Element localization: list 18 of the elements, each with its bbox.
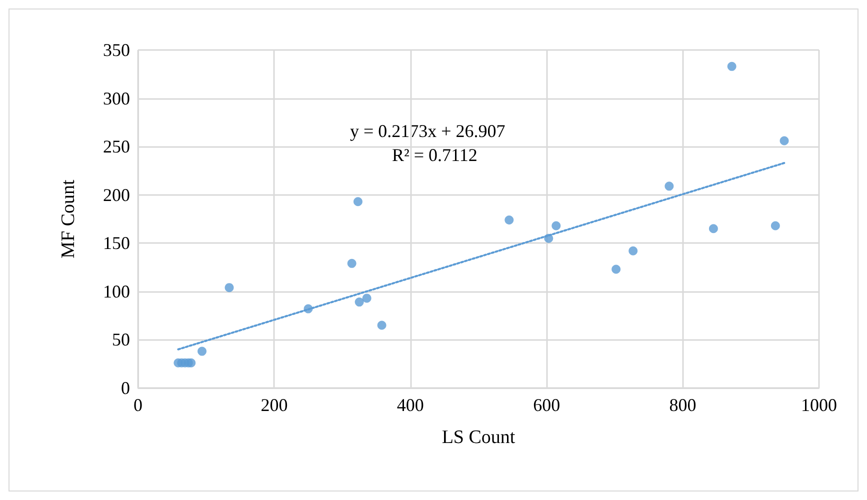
y-tick-label: 200 [103, 184, 130, 205]
y-tick-label: 350 [103, 40, 130, 60]
y-tick-label: 50 [112, 330, 130, 350]
x-tick-label: 600 [533, 395, 560, 415]
x-tick-label: 400 [396, 395, 424, 415]
x-tick-label: 200 [260, 395, 288, 415]
y-tick-label: 150 [103, 233, 130, 254]
annotation: y = 0.2173x + 26.907 [350, 121, 506, 141]
y-tick-label: 300 [103, 88, 130, 108]
x-axis-title: LS Count [442, 427, 516, 448]
y-tick-label: 250 [103, 136, 130, 157]
x-tick-label: 800 [669, 395, 696, 415]
x-tick-label: 0 [134, 395, 142, 415]
y-tick-label: 100 [103, 281, 130, 302]
x-tick-label: 1000 [801, 395, 837, 415]
y-axis-title: MF Count [58, 178, 79, 258]
annotation: R² = 0.7112 [392, 145, 478, 165]
y-tick-label: 0 [121, 378, 130, 398]
